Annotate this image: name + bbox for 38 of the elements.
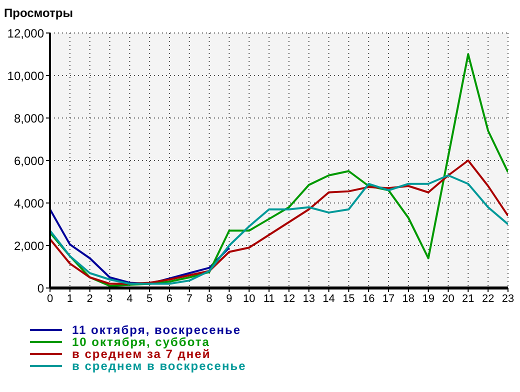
line-series	[50, 208, 230, 285]
x-tick-label: 6	[166, 292, 173, 305]
x-tick-label: 14	[322, 292, 335, 305]
x-tick-label: 1	[66, 292, 73, 305]
x-tick-label: 5	[146, 292, 153, 305]
x-tick-label: 13	[302, 292, 315, 305]
x-tick-label: 0	[46, 292, 54, 305]
x-tick-label: 22	[482, 292, 494, 305]
x-tick-label: 23	[502, 292, 514, 305]
y-tick-label: 6,000	[14, 154, 44, 168]
x-tick-label: 4	[126, 292, 133, 305]
x-tick-label: 12	[282, 292, 296, 305]
x-tick-label: 11	[263, 292, 275, 305]
x-tick-label: 21	[462, 292, 474, 305]
line-series	[50, 53, 508, 287]
x-tick-label: 15	[342, 292, 355, 305]
x-tick-label: 7	[186, 292, 192, 305]
x-tick-label: 10	[243, 292, 256, 305]
x-tick-label: 17	[382, 292, 395, 305]
legend-label: 11 октября, воскресенье	[72, 323, 242, 337]
x-tick-label: 18	[402, 292, 415, 305]
y-tick-label: 0	[37, 281, 44, 296]
x-tick-label: 9	[226, 292, 232, 305]
y-tick-label: 4,000	[14, 196, 44, 210]
chart-title: Просмотры	[3, 5, 74, 20]
y-tick-label: 8,000	[14, 111, 44, 126]
x-tick-label: 16	[362, 292, 375, 305]
legend-label: в среднем в воскресенье	[72, 359, 246, 373]
x-tick-label: 2	[86, 292, 93, 305]
x-tick-label: 3	[106, 292, 113, 305]
y-tick-label: 12,000	[7, 26, 44, 40]
x-tick-label: 20	[442, 292, 454, 305]
y-tick-label: 2,000	[14, 238, 44, 253]
legend-label: 10 октября, суббота	[72, 335, 210, 349]
y-tick-label: 10,000	[7, 68, 44, 83]
x-tick-label: 19	[422, 292, 434, 305]
legend-label: в среднем за 7 дней	[72, 347, 211, 361]
x-tick-label: 8	[206, 292, 212, 305]
